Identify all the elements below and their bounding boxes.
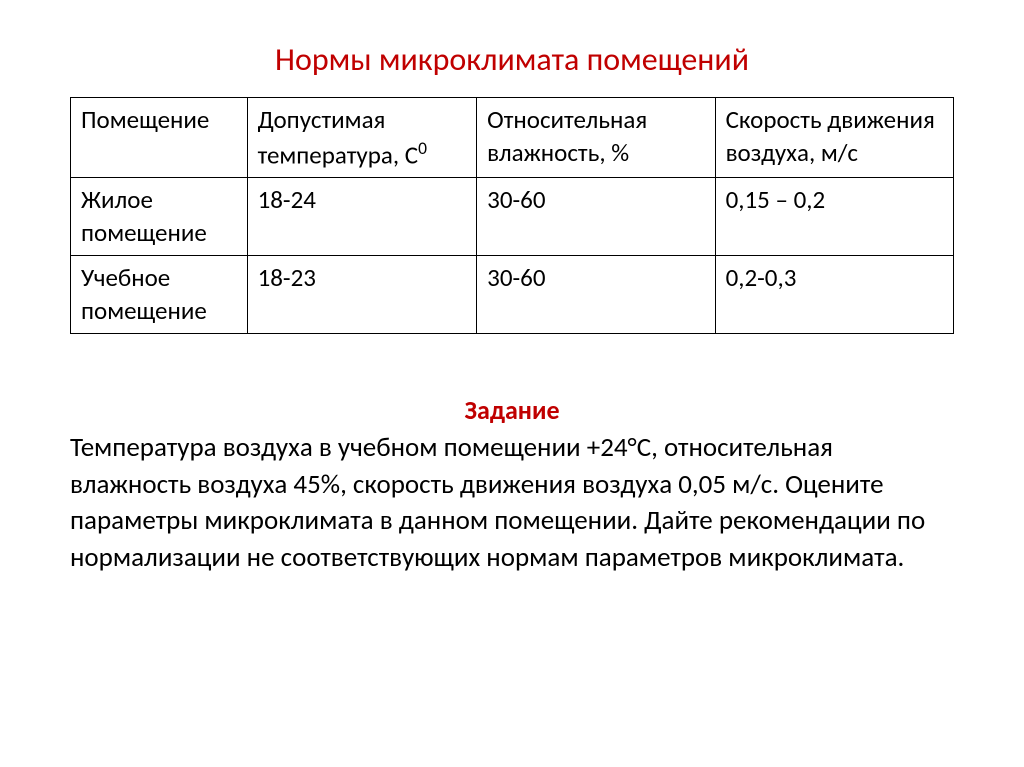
- table-header-row: Помещение Допустимая температура, С0 Отн…: [71, 98, 954, 178]
- cell-room-type: Учебное помещение: [71, 256, 248, 334]
- cell-airspeed: 0,2-0,3: [715, 256, 953, 334]
- cell-temperature: 18-24: [247, 178, 477, 256]
- cell-airspeed: 0,15 – 0,2: [715, 178, 953, 256]
- header-cell-temperature: Допустимая температура, С0: [247, 98, 477, 178]
- task-heading: Задание: [70, 394, 954, 426]
- header-cell-humidity: Относительная влажность, %: [477, 98, 715, 178]
- header-cell-room: Помещение: [71, 98, 248, 178]
- header-cell-airspeed: Скорость движения воздуха, м/с: [715, 98, 953, 178]
- cell-humidity: 30-60: [477, 178, 715, 256]
- table-row: Учебное помещение 18-23 30-60 0,2-0,3: [71, 256, 954, 334]
- page-title: Нормы микроклимата помещений: [70, 40, 954, 79]
- microclimate-table: Помещение Допустимая температура, С0 Отн…: [70, 97, 954, 334]
- cell-room-type: Жилое помещение: [71, 178, 248, 256]
- table-row: Жилое помещение 18-24 30-60 0,15 – 0,2: [71, 178, 954, 256]
- cell-temperature: 18-23: [247, 256, 477, 334]
- task-text: Температура воздуха в учебном помещении …: [70, 430, 954, 576]
- cell-humidity: 30-60: [477, 256, 715, 334]
